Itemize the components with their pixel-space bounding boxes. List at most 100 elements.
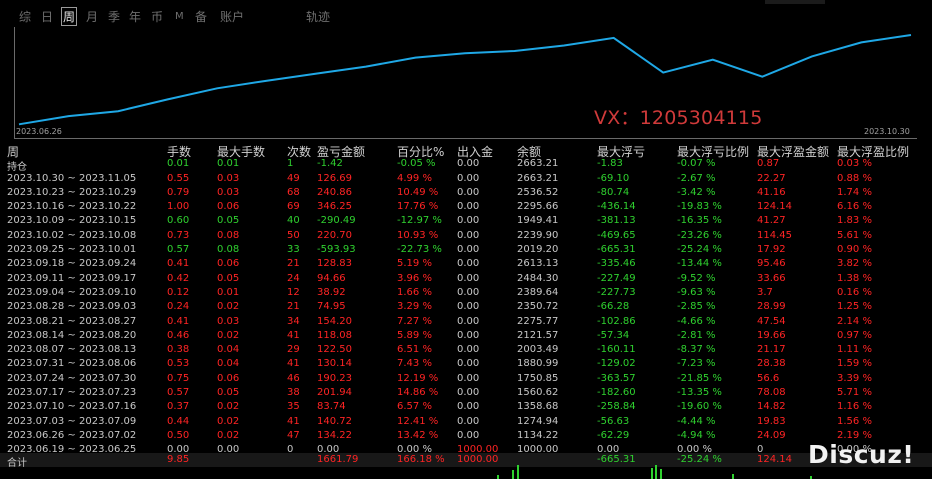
cell-pnl: 122.50: [317, 344, 352, 356]
cell-max_dd: 0.00: [597, 444, 620, 456]
cell-pnl: -593.93: [317, 244, 356, 256]
total-flow: 1000.00: [457, 454, 499, 465]
cell-flow: 0.00: [457, 172, 480, 184]
table-row[interactable]: 2023.08.07 ~ 2023.08.13 0.38 0.04 29 122.50 6…: [0, 343, 932, 357]
tab-6[interactable]: 币: [151, 10, 164, 24]
column-header[interactable]: 余额: [517, 145, 542, 159]
cell-balance: 2536.52: [517, 186, 559, 198]
table-row[interactable]: 2023.07.31 ~ 2023.08.06 0.53 0.04 41 130.14 7…: [0, 357, 932, 371]
cell-max_lots: 0.05: [217, 215, 240, 227]
cell-max_fp_pct: 1.16 %: [837, 401, 872, 413]
tab-8[interactable]: 备: [195, 10, 208, 24]
cell-period: 2023.06.19 ~ 2023.06.25: [7, 444, 137, 456]
tab-1[interactable]: 日: [41, 10, 54, 24]
tab-3[interactable]: 月: [86, 10, 99, 24]
table-row[interactable]: 2023.10.09 ~ 2023.10.15 0.60 0.05 40 -290.49…: [0, 214, 932, 228]
tab-9[interactable]: 账户: [220, 10, 245, 24]
table-row[interactable]: 2023.09.11 ~ 2023.09.17 0.42 0.05 24 94.66 3.…: [0, 272, 932, 286]
column-header[interactable]: 最大浮盈金额: [757, 145, 830, 159]
column-header[interactable]: 出入金: [457, 145, 494, 159]
table-row[interactable]: 2023.08.21 ~ 2023.08.27 0.41 0.03 34 154.20 7…: [0, 315, 932, 329]
column-header[interactable]: 最大手数: [217, 145, 266, 159]
column-header[interactable]: 最大浮亏: [597, 145, 646, 159]
column-header[interactable]: 手数: [167, 145, 192, 159]
cell-pnl: 134.22: [317, 429, 352, 441]
equity-line: [18, 34, 912, 126]
cell-flow: 0.00: [457, 229, 480, 241]
cell-balance: 1134.22: [517, 429, 559, 441]
table-row[interactable]: 持仓 0.01 0.01 1 -1.42 -0.05 % 0.00 2663.21 -1.83 -…: [0, 157, 932, 173]
cell-lots: 0.50: [167, 429, 190, 441]
cell-flow: 0.00: [457, 387, 480, 399]
volume-bar: [732, 474, 734, 479]
tab-0[interactable]: 综: [19, 10, 32, 24]
column-header[interactable]: 次数: [287, 145, 312, 159]
cell-count: 33: [287, 244, 300, 256]
cell-max_lots: 0.03: [217, 315, 240, 327]
cell-pnl: 240.86: [317, 186, 352, 198]
table-row[interactable]: 2023.09.04 ~ 2023.09.10 0.12 0.01 12 38.92 1.…: [0, 286, 932, 300]
volume-bar: [810, 476, 812, 479]
cell-max_dd_pct: -7.23 %: [677, 358, 716, 370]
cell-balance: 2019.20: [517, 244, 559, 256]
table-row[interactable]: 2023.10.23 ~ 2023.10.29 0.79 0.03 68 240.86 1…: [0, 186, 932, 200]
top-edge-mark: [765, 0, 825, 4]
cell-pct: 13.42 %: [397, 429, 439, 441]
column-header[interactable]: 最大浮亏比例: [677, 145, 750, 159]
cell-pnl: 74.95: [317, 301, 346, 313]
cell-flow: 0.00: [457, 272, 480, 284]
cell-balance: 1358.68: [517, 401, 559, 413]
tab-7[interactable]: M: [175, 11, 184, 22]
cell-balance: 2350.72: [517, 301, 559, 313]
table-row[interactable]: 2023.09.25 ~ 2023.10.01 0.57 0.08 33 -593.93…: [0, 243, 932, 257]
cell-count: 46: [287, 372, 300, 384]
cell-max_dd_pct: -23.26 %: [677, 229, 722, 241]
cell-pct: 14.86 %: [397, 387, 439, 399]
cell-count: 34: [287, 315, 300, 327]
cell-flow: 0.00: [457, 372, 480, 384]
cell-flow: 0.00: [457, 401, 480, 413]
cell-pnl: 201.94: [317, 387, 352, 399]
tab-4[interactable]: 季: [108, 10, 121, 24]
table-row[interactable]: 2023.09.18 ~ 2023.09.24 0.41 0.06 21 128.83 5…: [0, 257, 932, 271]
tab-5[interactable]: 年: [129, 10, 142, 24]
cell-lots: 0.24: [167, 301, 190, 313]
table-row[interactable]: 2023.07.24 ~ 2023.07.30 0.75 0.06 46 190.23 1…: [0, 372, 932, 386]
cell-max_dd: -1.83: [597, 158, 623, 170]
volume-bar: [517, 465, 519, 479]
cell-max_fp_pct: 2.14 %: [837, 315, 872, 327]
weekly-table: 周 手数 最大手数 次数 盈亏金额 百分比% 出入金 余额 最大浮亏 最大浮亏比例 最大浮盈金额 最大…: [0, 143, 932, 458]
table-row[interactable]: 2023.10.30 ~ 2023.11.05 0.55 0.03 49 126.69 4…: [0, 172, 932, 186]
cell-max_dd: -665.31: [597, 244, 636, 256]
cell-max_dd: -227.49: [597, 272, 636, 284]
cell-max_dd_pct: -16.35 %: [677, 215, 722, 227]
column-header[interactable]: 盈亏金额: [317, 145, 366, 159]
column-header[interactable]: 周: [7, 145, 20, 159]
cell-balance: 1000.00: [517, 444, 559, 456]
table-row[interactable]: 2023.06.26 ~ 2023.07.02 0.50 0.02 47 134.22 1…: [0, 429, 932, 443]
cell-flow: 0.00: [457, 329, 480, 341]
table-row[interactable]: 2023.06.19 ~ 2023.06.25 0.00 0.00 0 0.00 0.00…: [0, 443, 932, 457]
table-row[interactable]: 2023.08.14 ~ 2023.08.20 0.46 0.02 41 118.08 5…: [0, 329, 932, 343]
cell-max_lots: 0.05: [217, 387, 240, 399]
cell-max_fp_pct: 0.16 %: [837, 286, 872, 298]
table-row[interactable]: 2023.10.02 ~ 2023.10.08 0.73 0.08 50 220.70 1…: [0, 229, 932, 243]
cell-pct: 12.19 %: [397, 372, 439, 384]
cell-lots: 0.41: [167, 315, 190, 327]
table-row[interactable]: 2023.07.03 ~ 2023.07.09 0.44 0.02 41 140.72 1…: [0, 415, 932, 429]
cell-flow: 0.00: [457, 301, 480, 313]
table-row[interactable]: 2023.07.17 ~ 2023.07.23 0.57 0.05 38 201.94 1…: [0, 386, 932, 400]
cell-count: 21: [287, 301, 300, 313]
cell-max_dd_pct: -2.67 %: [677, 172, 716, 184]
column-header[interactable]: 最大浮盈比例: [837, 145, 910, 159]
table-row[interactable]: 2023.07.10 ~ 2023.07.16 0.37 0.02 35 83.74 6.…: [0, 400, 932, 414]
cell-pnl: 128.83: [317, 258, 352, 270]
cell-pct: 6.51 %: [397, 344, 432, 356]
cell-lots: 0.73: [167, 229, 190, 241]
table-row[interactable]: 2023.10.16 ~ 2023.10.22 1.00 0.06 69 346.25 1…: [0, 200, 932, 214]
table-row[interactable]: 2023.08.28 ~ 2023.09.03 0.24 0.02 21 74.95 3.…: [0, 300, 932, 314]
column-header[interactable]: 百分比%: [397, 145, 445, 159]
tab-2[interactable]: 周: [61, 7, 78, 26]
total-row: 合计 9.85 1661.79 166.18 % 1000.00 -665.31…: [0, 453, 932, 469]
cell-max_lots: 0.02: [217, 401, 240, 413]
